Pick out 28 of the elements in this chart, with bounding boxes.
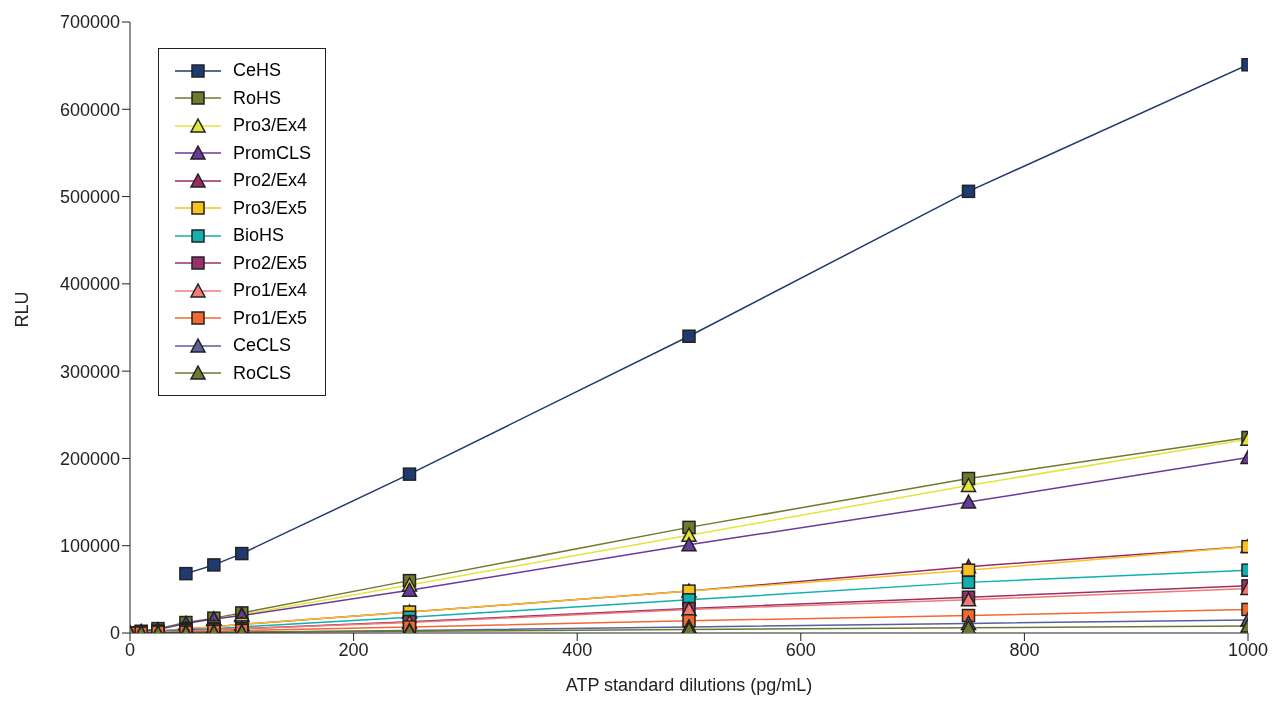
x-tick-label: 800 xyxy=(1009,639,1040,660)
y-tick-label: 0 xyxy=(109,623,120,644)
legend-label: Pro3/Ex4 xyxy=(233,115,308,137)
y-tick-label: 300000 xyxy=(59,361,120,382)
legend-label: BioHS xyxy=(233,225,285,247)
x-tick-label: 0 xyxy=(124,639,136,660)
legend-label: Pro2/Ex5 xyxy=(233,252,308,274)
y-tick-label: 200000 xyxy=(59,448,120,469)
y-tick-label: 400000 xyxy=(59,274,120,295)
legend-label: Pro1/Ex5 xyxy=(233,307,308,329)
y-tick-label: 500000 xyxy=(59,186,120,207)
legend-label: Pro2/Ex4 xyxy=(233,170,308,192)
legend-label: PromCLS xyxy=(233,142,312,164)
y-tick-label: 100000 xyxy=(59,536,120,557)
legend-label: CeCLS xyxy=(233,335,292,357)
legend-label: RoCLS xyxy=(233,362,292,384)
y-tick-label: 700000 xyxy=(59,12,120,33)
legend-label: CeHS xyxy=(233,60,282,82)
legend-label: RoHS xyxy=(233,87,282,109)
x-axis-title: ATP standard dilutions (pg/mL) xyxy=(565,675,813,695)
y-tick-label: 600000 xyxy=(59,99,120,120)
x-tick-label: 600 xyxy=(785,639,816,660)
x-tick-label: 400 xyxy=(562,639,593,660)
legend-label: Pro3/Ex5 xyxy=(233,197,308,219)
legend-label: Pro1/Ex4 xyxy=(233,280,308,302)
x-tick-label: 200 xyxy=(338,639,369,660)
y-axis-title: RLU xyxy=(12,291,33,328)
x-tick-label: 1000 xyxy=(1227,639,1269,660)
